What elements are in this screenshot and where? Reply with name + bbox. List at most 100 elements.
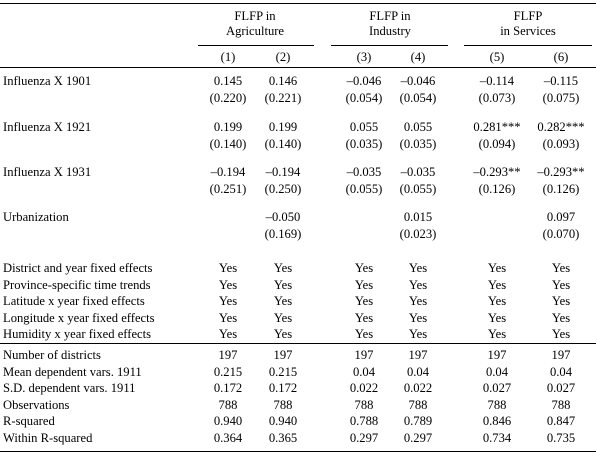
group-header-agriculture: FLFP in Agriculture	[195, 9, 315, 38]
coefficient-cell: 0.199	[213, 120, 243, 134]
std-error-cell: (0.221)	[264, 91, 302, 105]
coefficient-cell: –0.194	[265, 165, 301, 179]
row-label: Urbanization	[3, 210, 69, 224]
fe-cell: Yes	[551, 277, 571, 292]
coefficient-cell: 0.199	[268, 120, 298, 134]
fe-cell: Yes	[551, 294, 571, 309]
column-number: (2)	[275, 50, 291, 64]
stat-cell: 0.172	[268, 381, 298, 396]
coefficient-cell: –0.035	[400, 165, 436, 179]
fe-cell: Yes	[354, 294, 374, 309]
row-label: Humidity x year fixed effects	[3, 327, 152, 342]
stat-cell: 0.172	[213, 381, 243, 396]
std-error-cell: (0.093)	[542, 137, 580, 151]
top-rule	[0, 3, 596, 4]
fe-cell: Yes	[408, 277, 428, 292]
stats-rule	[0, 343, 596, 344]
std-error-cell: (0.126)	[542, 182, 580, 196]
group-header-services: FLFP in Services	[462, 9, 594, 38]
fe-cell: Yes	[218, 310, 238, 325]
stat-cell: 0.04	[549, 364, 573, 379]
fe-cell: Yes	[354, 310, 374, 325]
row-label: Influenza X 1931	[3, 165, 92, 179]
stat-cell: 0.735	[546, 431, 576, 445]
row-label: District and year fixed effects	[3, 261, 153, 275]
stat-cell: 0.04	[406, 364, 430, 379]
fe-cell: Yes	[273, 261, 293, 275]
fe-cell: Yes	[487, 294, 507, 309]
std-error-cell: (0.250)	[264, 182, 302, 196]
group-header-line1: FLFP in	[369, 9, 411, 23]
fe-cell: Yes	[487, 310, 507, 325]
fe-cell: Yes	[551, 327, 571, 342]
fe-cell: Yes	[218, 261, 238, 275]
stat-cell: 197	[551, 348, 571, 362]
group-header-line2: Agriculture	[225, 23, 285, 38]
std-error-cell: (0.023)	[399, 227, 437, 241]
stat-cell: 0.215	[213, 364, 243, 379]
fe-cell: Yes	[551, 310, 571, 325]
row-label: Latitude x year fixed effects	[3, 294, 145, 309]
stat-cell: 788	[354, 397, 374, 412]
fe-cell: Yes	[273, 327, 293, 342]
std-error-cell: (0.126)	[478, 182, 516, 196]
stat-cell: 0.022	[349, 381, 379, 396]
stat-cell: 197	[273, 348, 293, 362]
fe-cell: Yes	[408, 327, 428, 342]
stat-cell: 0.022	[403, 381, 433, 396]
std-error-cell: (0.055)	[399, 182, 437, 196]
std-error-cell: (0.220)	[209, 91, 247, 105]
row-label: Within R-squared	[3, 431, 93, 445]
coefficient-cell: 0.055	[403, 120, 433, 134]
fe-cell: Yes	[408, 294, 428, 309]
stat-cell: 0.297	[349, 431, 379, 445]
coefficient-cell: –0.046	[346, 74, 382, 88]
stat-cell: 0.027	[482, 381, 512, 396]
std-error-cell: (0.140)	[209, 137, 247, 151]
coefficient-cell: 0.282***	[537, 120, 585, 134]
row-label: R-squared	[3, 414, 55, 429]
stat-cell: 197	[218, 348, 238, 362]
group-underline-agriculture	[198, 45, 314, 46]
fe-cell: Yes	[408, 310, 428, 325]
stat-cell: 788	[408, 397, 428, 412]
group-underline-industry	[331, 45, 448, 46]
fe-cell: Yes	[487, 327, 507, 342]
row-label: Mean dependent vars. 1911	[3, 364, 142, 379]
coefficient-cell: –0.194	[210, 165, 246, 179]
stat-cell: 0.215	[268, 364, 298, 379]
fe-cell: Yes	[354, 327, 374, 342]
stat-cell: 0.847	[546, 414, 576, 429]
coefficient-cell: –0.050	[265, 210, 301, 224]
std-error-cell: (0.054)	[399, 91, 437, 105]
fe-cell: Yes	[354, 277, 374, 292]
coefficient-cell: 0.055	[349, 120, 379, 134]
std-error-cell: (0.035)	[345, 137, 383, 151]
stat-cell: 788	[273, 397, 293, 412]
stat-cell: 0.789	[403, 414, 433, 429]
coefficient-cell: –0.293**	[537, 165, 585, 179]
row-label: Number of districts	[3, 348, 101, 362]
fe-cell: Yes	[273, 277, 293, 292]
coefficient-cell: 0.281***	[473, 120, 521, 134]
column-number: (1)	[220, 50, 236, 64]
group-header-line1: FLFP in	[234, 9, 276, 23]
stat-cell: 0.846	[482, 414, 512, 429]
fe-cell: Yes	[551, 261, 571, 275]
std-error-cell: (0.075)	[542, 91, 580, 105]
stat-cell: 788	[551, 397, 571, 412]
header-rule	[0, 67, 596, 68]
fe-cell: Yes	[487, 261, 507, 275]
row-label: Influenza X 1901	[3, 74, 92, 88]
fe-cell: Yes	[218, 294, 238, 309]
stat-cell: 0.940	[268, 414, 298, 429]
bottom-rule	[0, 451, 596, 452]
stat-cell: 0.788	[349, 414, 379, 429]
stat-cell: 788	[218, 397, 238, 412]
coefficient-cell: 0.097	[546, 210, 576, 224]
coefficient-cell: –0.293**	[473, 165, 521, 179]
stat-cell: 788	[487, 397, 507, 412]
row-label: Influenza X 1921	[3, 120, 92, 134]
std-error-cell: (0.070)	[542, 227, 580, 241]
